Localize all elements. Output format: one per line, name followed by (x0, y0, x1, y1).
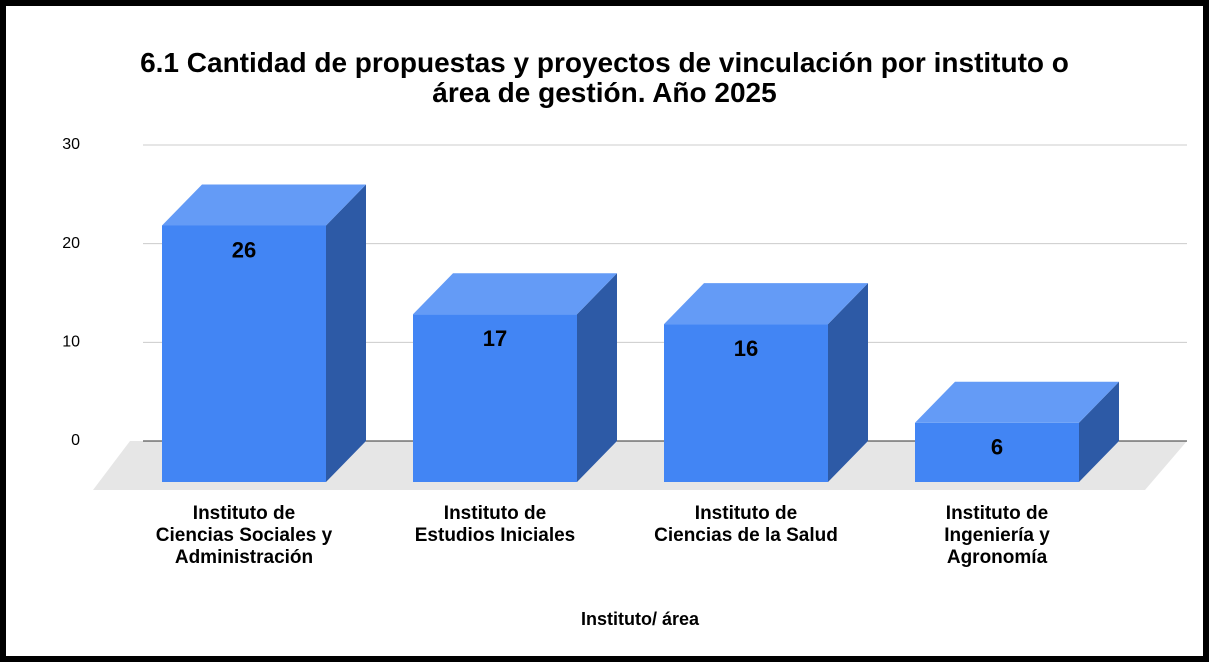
bar (915, 381, 1119, 482)
bar-side (828, 283, 868, 482)
bar-top (664, 283, 868, 325)
bar-side (1079, 381, 1119, 482)
bar (664, 283, 868, 482)
bar (162, 184, 366, 482)
y-tick-label: 0 (71, 432, 80, 449)
bar-top (162, 184, 366, 226)
floor (93, 441, 1187, 490)
data-label: 16 (734, 336, 758, 361)
bar-top (915, 381, 1119, 423)
y-tick-label: 20 (62, 235, 80, 252)
bar-side (326, 184, 366, 482)
bar-front (915, 422, 1079, 482)
data-label: 26 (232, 237, 256, 262)
y-tick-label: 30 (62, 136, 80, 153)
data-label: 6 (991, 435, 1003, 460)
bar-front (413, 314, 577, 482)
x-tick-label: Instituto de Ciencias de la Salud (654, 503, 838, 546)
y-tick-label: 10 (62, 334, 80, 351)
bar-top (413, 273, 617, 315)
bar-front (664, 324, 828, 482)
x-tick-label: Instituto de Ingeniería y Agronomía (944, 503, 1050, 568)
bar (413, 273, 617, 482)
x-tick-label: Instituto de Ciencias Sociales y Adminis… (155, 503, 333, 568)
data-label: 17 (483, 326, 507, 351)
bar-side (577, 273, 617, 482)
bar-front (162, 225, 326, 482)
chart-title: 6.1 Cantidad de propuestas y proyectos d… (140, 47, 1069, 108)
x-tick-label: Instituto de Estudios Iniciales (414, 503, 576, 546)
x-axis-title: Instituto/ área (580, 609, 700, 629)
